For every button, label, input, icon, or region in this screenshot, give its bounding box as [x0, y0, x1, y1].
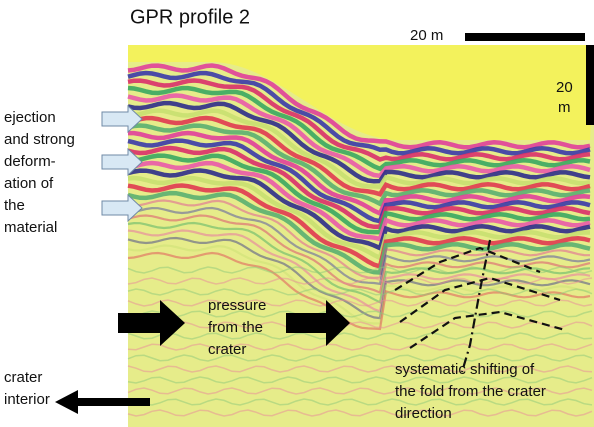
title: GPR profile 2: [130, 6, 250, 28]
scale-bar-vertical: [586, 45, 594, 125]
annotation: direction: [395, 405, 452, 422]
scale-label: 20: [556, 79, 573, 96]
annotation: material: [4, 219, 57, 236]
figure: GPR profile 2 20 m 20 m ejection and stro…: [0, 0, 594, 427]
outline-arrows: [102, 106, 142, 221]
annotation: crater: [208, 341, 246, 358]
annotation: crater: [4, 369, 42, 386]
annotation: ation of: [4, 175, 54, 192]
scale-bar: [465, 33, 585, 41]
annotation: systematic shifting of: [395, 361, 535, 378]
scale-label: 20 m: [410, 27, 443, 44]
annotation: and strong: [4, 131, 75, 148]
annotation: ejection: [4, 109, 56, 126]
annotation: from the: [208, 319, 263, 336]
annotation: deform-: [4, 153, 56, 170]
annotation: the fold from the crater: [395, 383, 546, 400]
annotation: pressure: [208, 297, 266, 314]
annotation: the: [4, 197, 25, 214]
annotation: interior: [4, 391, 50, 408]
scale-label: m: [558, 99, 571, 116]
